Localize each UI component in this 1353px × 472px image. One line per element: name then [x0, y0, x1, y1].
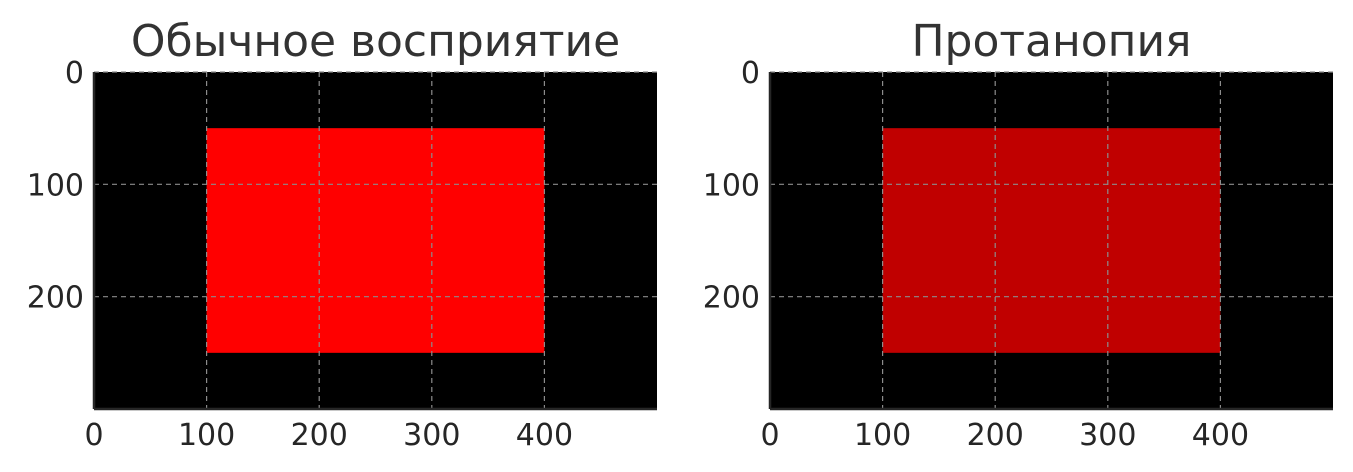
panel-normal-vision: 0 100 200 300 400 0 100 200 Обычное восприятие: [27, 16, 657, 453]
chart-title: Обычное восприятие: [131, 16, 620, 67]
y-tick-label: 200: [703, 281, 760, 316]
x-tick-label: 300: [403, 418, 460, 453]
x-tick-label: 300: [1079, 418, 1136, 453]
y-tick-label: 0: [741, 56, 760, 91]
y-tick-label: 200: [27, 281, 84, 316]
x-tick-label: 0: [84, 418, 103, 453]
color-rectangle: [206, 128, 545, 353]
y-tick-label: 100: [703, 168, 760, 203]
x-tick-label: 100: [178, 418, 235, 453]
color-rectangle: [882, 128, 1221, 353]
chart-title: Протанопия: [911, 16, 1191, 67]
x-tick-label: 0: [760, 418, 779, 453]
panel-protanopia: 0 100 200 300 400 0 100 200 Протанопия: [703, 16, 1333, 453]
x-tick-label: 400: [1192, 418, 1249, 453]
y-tick-label: 0: [65, 56, 84, 91]
x-tick-label: 400: [516, 418, 573, 453]
x-tick-label: 200: [291, 418, 348, 453]
x-tick-label: 200: [967, 418, 1024, 453]
y-tick-label: 100: [27, 168, 84, 203]
x-tick-label: 100: [854, 418, 911, 453]
